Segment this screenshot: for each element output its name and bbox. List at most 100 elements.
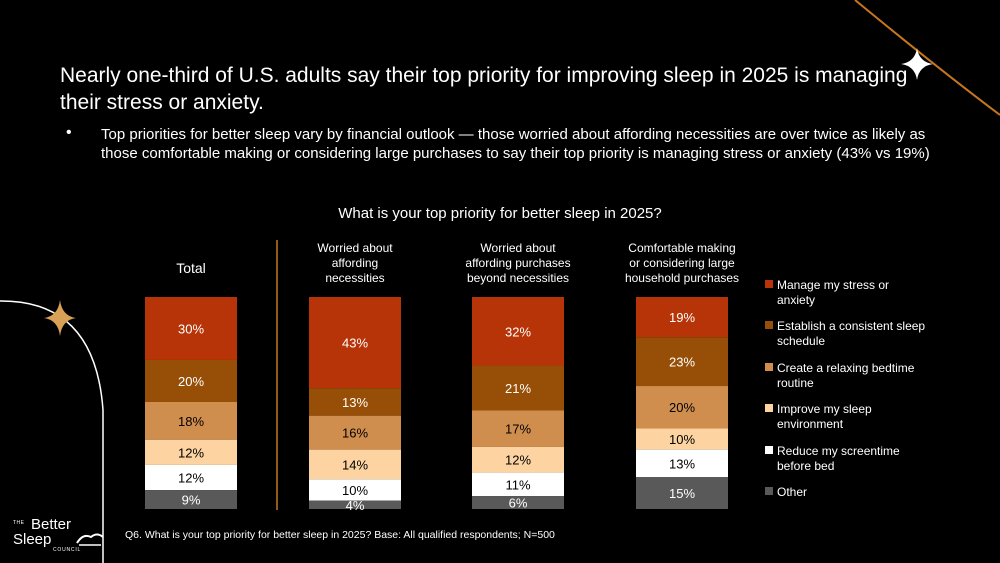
data-label: 10% <box>669 432 695 447</box>
logo-the: THE <box>13 520 25 526</box>
bar-segment <box>472 365 564 411</box>
data-label: 21% <box>505 381 531 396</box>
category-label-line: Comfortable making <box>628 241 735 255</box>
logo-pillow-icon <box>76 533 104 546</box>
data-label: 13% <box>669 456 695 471</box>
legend-label-line: routine <box>777 376 814 390</box>
bar-segment <box>309 297 401 389</box>
legend-label-line: Manage my stress or <box>777 278 889 292</box>
legend-swatch <box>765 487 773 495</box>
bar-segment <box>145 490 237 509</box>
bar-segment <box>145 359 237 402</box>
legend-label-line: schedule <box>777 334 825 348</box>
bar-segment <box>472 496 564 509</box>
legend-swatch <box>765 404 773 412</box>
data-label: 15% <box>669 486 695 501</box>
bar-segment <box>636 337 728 387</box>
category-label-line: necessities <box>325 271 384 285</box>
legend-label: Manage my stress or anxiety <box>777 278 889 307</box>
category-label: Comfortable making or considering large ho… <box>625 241 739 285</box>
better-sleep-council-logo: THE Better Sleep COUNCIL <box>13 515 108 555</box>
bar-segment <box>636 449 728 478</box>
data-label: 12% <box>178 471 204 486</box>
sparkle-gold-icon <box>44 300 76 336</box>
category-label-line: or considering large <box>629 256 735 270</box>
logo-better: Better <box>31 516 72 533</box>
bar-segment <box>309 388 401 416</box>
bar-segment <box>472 297 564 366</box>
data-label: 20% <box>669 400 695 415</box>
legend-swatch <box>765 321 773 329</box>
bar-segment <box>145 439 237 465</box>
data-label: 11% <box>505 477 530 492</box>
legend-label-line: environment <box>777 417 844 431</box>
left-arc <box>0 300 104 563</box>
data-label: 32% <box>505 324 531 339</box>
bar-segment <box>145 464 237 491</box>
legend-label: Other <box>777 485 807 499</box>
data-label: 18% <box>178 414 204 429</box>
chart-title: What is your top priority for better sle… <box>338 205 662 222</box>
bullet-dot: • <box>66 124 72 141</box>
bar-segment <box>472 446 564 473</box>
data-label: 20% <box>178 374 204 389</box>
category-label-line: household purchases <box>625 271 739 285</box>
legend-label: Improve my sleep environment <box>777 402 872 431</box>
category-label: Worried about affording purchases beyond n… <box>465 241 570 285</box>
bar-segment <box>636 386 728 429</box>
bar-segment <box>145 401 237 440</box>
logo-sleep: Sleep <box>13 531 52 548</box>
footnote: Q6. What is your top priority for better… <box>125 529 555 541</box>
data-label: 43% <box>342 336 368 351</box>
data-label: 14% <box>342 457 368 472</box>
data-label: 12% <box>178 445 204 460</box>
data-label: 30% <box>178 321 204 336</box>
category-label-line: affording purchases <box>465 256 570 270</box>
legend-label-line: Create a relaxing bedtime <box>777 361 915 375</box>
legend-label-line: anxiety <box>777 293 815 307</box>
logo-council: COUNCIL <box>53 547 82 553</box>
bar-segment <box>472 472 564 497</box>
bar-segment <box>309 449 401 480</box>
category-label: Worried about affording necessities <box>317 241 393 285</box>
data-label: 12% <box>505 453 531 468</box>
legend-label-line: Establish a consistent sleep <box>777 319 925 333</box>
legend-label: Reduce my screentime before bed <box>777 444 900 473</box>
legend-swatch <box>765 446 773 454</box>
legend-swatch <box>765 363 773 371</box>
bar-segment <box>309 500 401 509</box>
data-label: 6% <box>509 496 528 511</box>
data-label: 4% <box>346 498 365 513</box>
category-label: Total <box>176 260 206 276</box>
data-label: 9% <box>182 493 201 508</box>
bar-segment <box>472 410 564 447</box>
legend-label-line: before bed <box>777 459 834 473</box>
legend-label: Create a relaxing bedtime routine <box>777 361 915 390</box>
category-label-line: Worried about <box>480 241 556 255</box>
category-label-line: affording <box>332 256 378 270</box>
legend-label-line: Other <box>777 485 807 499</box>
data-label: 16% <box>342 426 368 441</box>
data-label: 23% <box>669 355 695 370</box>
category-label-line: beyond necessities <box>467 271 569 285</box>
bar-segment <box>309 415 401 450</box>
legend-label: Establish a consistent sleep schedule <box>777 319 925 348</box>
bar-segment <box>636 297 728 338</box>
headline: Nearly one-third of U.S. adults say thei… <box>60 64 908 114</box>
bullet-text: Top priorities for better sleep vary by … <box>101 126 930 162</box>
bar-segment <box>145 297 237 360</box>
data-label: 19% <box>669 310 695 325</box>
category-label-line: Total <box>176 260 206 276</box>
data-label: 10% <box>342 483 368 498</box>
top-right-arc <box>854 0 1000 116</box>
legend-label-line: Improve my sleep <box>777 402 872 416</box>
bar-segment <box>636 477 728 509</box>
bar-segment <box>309 479 401 501</box>
data-label: 13% <box>342 395 368 410</box>
bar-segment <box>636 428 728 450</box>
legend-swatch <box>765 280 773 288</box>
sparkle-white-icon <box>901 48 933 80</box>
